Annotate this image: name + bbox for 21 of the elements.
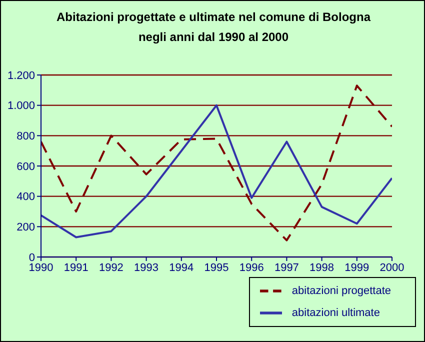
x-tick-label: 1993 xyxy=(134,262,159,274)
y-tick-label: 1.200 xyxy=(7,70,35,82)
y-tick-label: 1.000 xyxy=(7,100,35,112)
y-tick-label: 200 xyxy=(16,222,35,234)
x-tick-label: 2000 xyxy=(380,262,404,274)
x-tick-label: 1990 xyxy=(28,262,54,274)
x-tick-label: 1995 xyxy=(204,262,229,274)
x-tick-label: 1997 xyxy=(274,262,299,274)
y-tick-label: 800 xyxy=(16,130,35,143)
x-tick-label: 1992 xyxy=(98,262,124,274)
x-tick-label: 1998 xyxy=(310,262,334,274)
chart-title: Abitazioni progettate e ultimate nel comune di Bologna negli anni dal 1990 al 2000 xyxy=(55,9,372,46)
x-tick-label: 1994 xyxy=(169,262,194,274)
legend-label: abitazioni progettate xyxy=(292,284,391,297)
x-tick-label: 1991 xyxy=(64,262,88,274)
x-tick-label: 1999 xyxy=(344,262,370,274)
y-tick-label: 400 xyxy=(16,191,35,204)
x-tick-label: 1996 xyxy=(239,262,264,274)
y-tick-label: 0 xyxy=(28,252,35,264)
y-tick-label: 600 xyxy=(16,160,35,173)
legend-label: abitazioni ultimate xyxy=(292,306,380,319)
